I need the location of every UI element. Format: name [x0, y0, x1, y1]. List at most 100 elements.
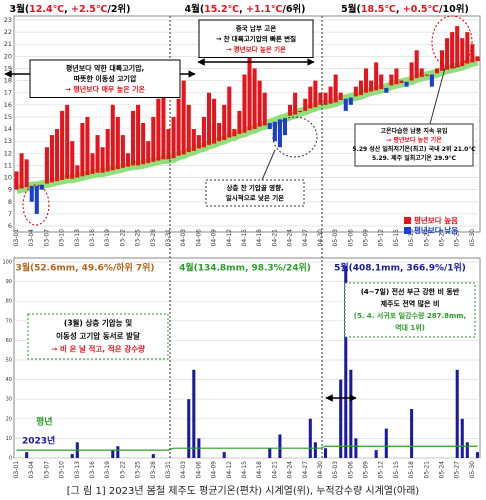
annotation-text: (3월) 상층 기압능 및	[64, 318, 132, 328]
chart: 6 7 8 9 10 11 12 13 14 15 16 17 18 19 20 21 22 23 03-01 03-…	[2, 3, 481, 479]
temperature-bar	[105, 129, 110, 172]
month-header: 3월(12.4℃, +2.5℃/2위)	[9, 3, 130, 15]
temperature-bar	[318, 92, 323, 105]
temperature-bar	[439, 50, 445, 71]
x-tick-label: 04-30	[317, 461, 324, 479]
temperature-bar	[131, 110, 136, 166]
annotation-text: 5.29 성산 일최저기온(최고) 국내 2위 21.0℃	[352, 145, 475, 153]
temperature-bar	[181, 80, 186, 155]
header-part: 12.4℃	[29, 4, 64, 15]
overlay-layer: 3월(12.4℃, +2.5℃/2위) 4월(15.2℃, +1.1℃/6위) 5월…	[4, 3, 476, 458]
x-tick-label: 04-30	[317, 229, 324, 247]
temperature-bar	[399, 80, 404, 84]
annotation-text: → 평년보다 높은 기온	[226, 44, 286, 53]
x-tick-label: 03-16	[89, 461, 96, 479]
y-tick-label: 50	[6, 358, 12, 364]
temperature-bar	[120, 135, 125, 168]
annotation-box	[198, 19, 314, 58]
series-label: 2023년	[22, 435, 55, 447]
y-tick-label: 14	[4, 125, 12, 133]
x-tick-label: 03-28	[150, 229, 157, 247]
highlight-ellipse	[431, 15, 473, 69]
temperature-bar	[171, 116, 176, 159]
temperature-bar	[125, 153, 130, 167]
annotation-text: 이동성 고기압 동서로 발달	[56, 331, 140, 341]
header-part: ,	[64, 4, 71, 15]
y-tick-label: 19	[4, 64, 12, 72]
y-tick-label: 0	[9, 456, 12, 462]
temperature-bar	[247, 56, 252, 131]
y-tick-label: 22	[4, 28, 12, 36]
annotation-text: 중국 남부 고온	[236, 23, 276, 32]
annotation-text: → 찬 대륙고기압의 빠른 변질	[216, 34, 296, 43]
temperature-bar	[445, 38, 450, 70]
x-tick-label: 04-24	[287, 229, 294, 247]
x-tick-label: 03-22	[119, 461, 126, 479]
temperature-bar	[161, 92, 166, 160]
temperature-bar	[358, 80, 363, 96]
precip-bar	[151, 454, 155, 458]
x-tick-label: 04-09	[211, 461, 218, 479]
series-label: 평년	[36, 416, 53, 428]
annotation-text: (5. 4. 서귀포 일강수량 287.8mm,	[354, 311, 466, 320]
temperature-bar	[212, 98, 217, 144]
y-tick-label: 6	[8, 222, 12, 230]
x-tick-label: 05-12	[378, 461, 385, 479]
temperature-bar	[434, 68, 439, 74]
x-tick-label: 03-01	[13, 229, 20, 247]
annotation-text: → 비 온 날 적고, 적은 강수량	[51, 344, 145, 354]
precip-bar	[475, 452, 479, 458]
x-tick-label: 04-27	[302, 461, 309, 479]
x-tick-label: 05-24	[439, 229, 446, 247]
temperature-bar	[404, 81, 409, 87]
x-tick-label: 05-30	[469, 461, 476, 479]
temperature-bar	[424, 74, 429, 76]
highlight-ellipse	[272, 116, 318, 158]
x-tick-label: 04-06	[195, 229, 202, 247]
y-tick-label: 60	[6, 338, 12, 344]
y-tick-label: 10	[4, 174, 12, 182]
y-tick-label: 13	[4, 137, 12, 145]
temperature-bar	[44, 147, 49, 184]
x-tick-label: 03-10	[59, 461, 66, 479]
x-tick-label: 05-27	[454, 461, 461, 479]
x-tick-label: 05-03	[332, 461, 339, 479]
temperature-bar	[19, 153, 24, 189]
x-tick-label: 05-15	[393, 461, 400, 479]
annotation-text: 역대 1위)	[395, 323, 425, 332]
temperature-bar	[414, 50, 419, 79]
x-tick-label: 05-06	[347, 461, 354, 479]
temperature-bar	[237, 110, 242, 134]
x-tick-label: 03-19	[104, 461, 111, 479]
temperature-bar	[191, 129, 196, 151]
temperature-bar	[49, 135, 55, 183]
temperature-bar	[34, 186, 39, 214]
x-tick-label: 04-03	[180, 229, 187, 247]
temperature-bar	[29, 186, 34, 202]
temperature-bar	[100, 147, 105, 173]
legend-label: 평년보다 낮음	[414, 225, 458, 235]
x-tick-label: 03-01	[13, 461, 20, 479]
temperature-bar	[409, 62, 414, 81]
x-tick-label: 03-28	[150, 461, 157, 479]
annotation-text: (4~7일) 전선 부근 강한 비 동반	[361, 287, 460, 296]
precip-bar	[339, 379, 343, 458]
x-tick-label: 05-06	[347, 229, 354, 247]
temperature-bar	[232, 129, 237, 137]
x-tick-label: 04-21	[271, 229, 278, 247]
temperature-bar	[201, 116, 206, 148]
temperature-bar	[338, 92, 343, 100]
x-tick-label: 05-09	[363, 461, 370, 479]
x-tick-label: 03-04	[28, 461, 35, 479]
annotation-text: 평년보다 약한 대륙고기압,	[66, 63, 144, 72]
y-tick-label: 16	[4, 101, 12, 109]
y-tick-label: 23	[4, 16, 12, 24]
temperature-bar	[85, 116, 90, 176]
precip-bar	[25, 452, 29, 458]
temperature-bar	[110, 104, 115, 171]
y-tick-label: 8	[8, 198, 12, 206]
annotation-text: 고온다습한 남풍 지속 유입	[381, 127, 448, 135]
x-tick-label: 04-03	[180, 461, 187, 479]
x-tick-label: 03-31	[165, 229, 172, 247]
x-tick-label: 04-21	[271, 461, 278, 479]
